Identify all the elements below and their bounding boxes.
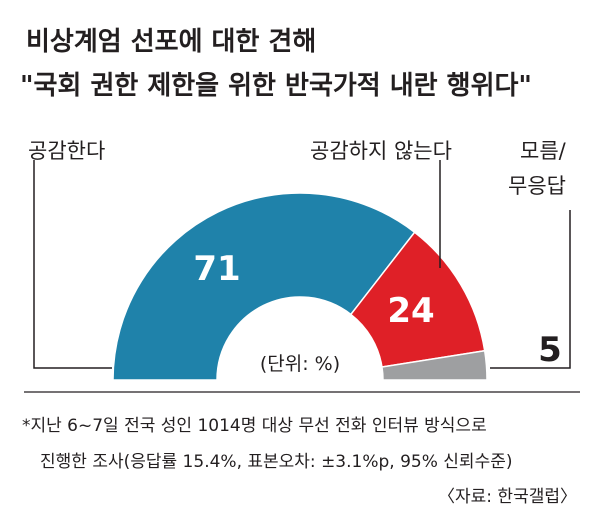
footnote-source: 〈자료: 한국갤럽〉 — [438, 487, 577, 507]
footnote-line2: 진행한 조사(응답률 15.4%, 표본오차: ±3.1%p, 95% 신뢰수준… — [40, 452, 512, 472]
value-label-agree: 71 — [193, 249, 240, 289]
legend-label-disagree: 공감하지 않는다 — [310, 139, 452, 163]
unit-label: (단위: %) — [260, 353, 340, 375]
value-label-unknown: 5 — [538, 330, 562, 370]
donut-segment-unknown — [381, 349, 488, 381]
donut-segments — [112, 192, 488, 381]
chart-title-line2: "국회 권한 제한을 위한 반국가적 내란 행위다" — [20, 71, 532, 101]
donut-segment-agree — [112, 192, 416, 381]
chart-title-line1: 비상계엄 선포에 대한 견해 — [26, 27, 316, 57]
legend-label-agree: 공감한다 — [28, 139, 105, 163]
legend-label-unknown-line1: 모름/ — [520, 139, 567, 163]
leader-lines — [33, 160, 571, 369]
value-label-disagree: 24 — [387, 291, 434, 331]
leader-line-unknown — [490, 210, 571, 369]
legend-label-unknown-line2: 무응답 — [508, 174, 566, 198]
leader-line-agree — [33, 160, 112, 369]
footnote-line1: *지난 6~7일 전국 성인 1014명 대상 무선 전화 인터뷰 방식으로 — [22, 416, 487, 436]
